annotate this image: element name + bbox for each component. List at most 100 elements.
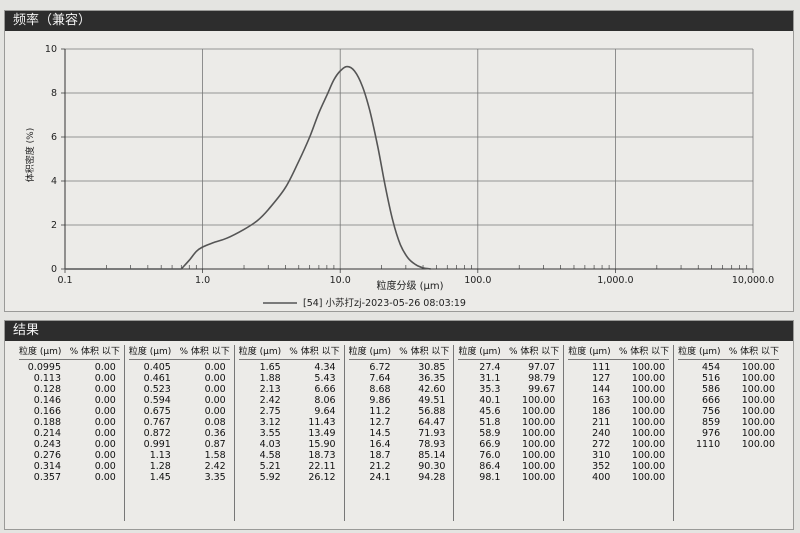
y-tick-label: 4 [51,176,57,187]
size-value: 12.7 [369,417,391,428]
percent-value: 100.00 [631,417,666,428]
size-value: 0.146 [33,395,61,406]
percent-value: 100.00 [631,384,666,395]
header-size: 粒度 (μm) [568,347,611,357]
legend-label: [54] 小苏打zj-2023-05-26 08:03:19 [303,297,466,309]
percent-value: 4.34 [314,362,336,373]
table-row: 272 100.00 [568,439,669,450]
results-column-header: 粒度 (μm) % 体积 以下 [678,345,780,360]
results-column: 粒度 (μm) % 体积 以下 27.4 97.07 31.1 98.79 35.3 99.6… [454,345,565,521]
size-value: 144 [592,384,611,395]
percent-value: 0.00 [204,384,226,395]
x-tick-label: 1.0 [195,275,210,286]
table-row: 454 100.00 [678,362,779,373]
percent-value: 85.14 [418,450,446,461]
percent-value: 64.47 [418,417,446,428]
percent-value: 0.36 [204,428,226,439]
x-tick-label: 10.0 [330,275,351,286]
table-row: 0.146 0.00 [19,395,120,406]
percent-value: 30.85 [418,362,446,373]
table-row: 0.991 0.87 [129,439,230,450]
percent-value: 0.00 [94,362,116,373]
percent-value: 100.00 [522,472,556,483]
table-row: 27.4 97.07 [458,362,559,373]
frequency-chart: 0 2 4 6 8 10 0.1 1.0 10.0 100.0 1,000.0 10,000.0 体积… [24,44,774,309]
table-row: 127 100.00 [568,373,669,384]
header-size: 粒度 (μm) [19,347,62,357]
table-row: 2.42 8.06 [239,395,340,406]
size-value: 0.214 [33,428,61,439]
table-row: 240 100.00 [568,428,669,439]
size-value: 7.64 [369,373,391,384]
percent-value: 0.00 [94,472,116,483]
percent-value: 49.51 [418,395,446,406]
size-value: 0.872 [143,428,171,439]
percent-value: 36.35 [418,373,446,384]
table-row: 1.45 3.35 [129,472,230,483]
size-value: 2.75 [259,406,281,417]
size-value: 211 [592,417,611,428]
header-size: 粒度 (μm) [238,347,282,357]
table-row: 5.21 22.11 [239,461,340,472]
percent-value: 0.00 [204,373,226,384]
header-percent: % 体积 以下 [509,347,560,357]
percent-value: 56.88 [418,406,446,417]
table-row: 11.2 56.88 [349,406,450,417]
size-value: 21.2 [369,461,391,472]
percent-value: 100.00 [522,461,556,472]
table-row: 0.405 0.00 [129,362,230,373]
percent-value: 0.00 [94,373,116,384]
size-value: 186 [592,406,611,417]
table-row: 163 100.00 [568,395,669,406]
results-column-header: 粒度 (μm) % 体积 以下 [238,345,340,360]
y-tick-label: 6 [51,132,57,143]
percent-value: 99.67 [528,384,556,395]
size-value: 586 [702,384,721,395]
percent-value: 18.73 [308,450,336,461]
table-row: 7.64 36.35 [349,373,450,384]
results-column: 粒度 (μm)% 体积 以下 0.0995 0.00 0.113 0.00 0.128 0.… [15,345,125,521]
percent-value: 100.00 [631,406,666,417]
percent-value: 0.00 [204,406,226,417]
percent-value: 0.87 [204,439,226,450]
size-value: 0.523 [143,384,171,395]
size-value: 11.2 [369,406,391,417]
x-tick-label: 0.1 [57,275,72,286]
table-row: 4.58 18.73 [239,450,340,461]
percent-value: 0.00 [94,461,116,472]
size-value: 0.675 [143,406,171,417]
size-value: 127 [592,373,611,384]
table-row: 4.03 15.90 [239,439,340,450]
y-tick-label: 10 [45,44,57,55]
percent-value: 0.08 [204,417,226,428]
tick-labels: 0 2 4 6 8 10 0.1 1.0 10.0 100.0 1,000.0 10,000.0 [45,44,774,286]
table-row: 1110 100.00 [678,439,779,450]
size-value: 0.314 [33,461,61,472]
percent-value: 13.49 [308,428,336,439]
table-row: 0.523 0.00 [129,384,230,395]
results-column: 粒度 (μm) % 体积 以下 0.405 0.00 0.461 0.00 0.523 0.0… [125,345,235,521]
table-row: 756 100.00 [678,406,779,417]
size-value: 18.7 [369,450,391,461]
percent-value: 0.00 [94,428,116,439]
table-row: 6.72 30.85 [349,362,450,373]
table-row: 0.314 0.00 [19,461,120,472]
table-row: 186 100.00 [568,406,669,417]
size-value: 98.1 [479,472,501,483]
size-value: 1.13 [149,450,171,461]
percent-value: 97.07 [528,362,556,373]
size-value: 58.9 [479,428,501,439]
table-row: 86.4 100.00 [458,461,559,472]
percent-value: 15.90 [308,439,336,450]
table-row: 0.128 0.00 [19,384,120,395]
header-percent: % 体积 以下 [289,347,340,357]
size-value: 4.58 [259,450,281,461]
size-value: 400 [592,472,611,483]
results-table: 粒度 (μm)% 体积 以下 0.0995 0.00 0.113 0.00 0.128 0.… [15,345,783,521]
size-value: 66.9 [479,439,501,450]
size-value: 1.65 [259,362,281,373]
x-axis-label: 粒度分级 (μm) [376,279,443,292]
percent-value: 0.00 [94,395,116,406]
table-row: 1.28 2.42 [129,461,230,472]
